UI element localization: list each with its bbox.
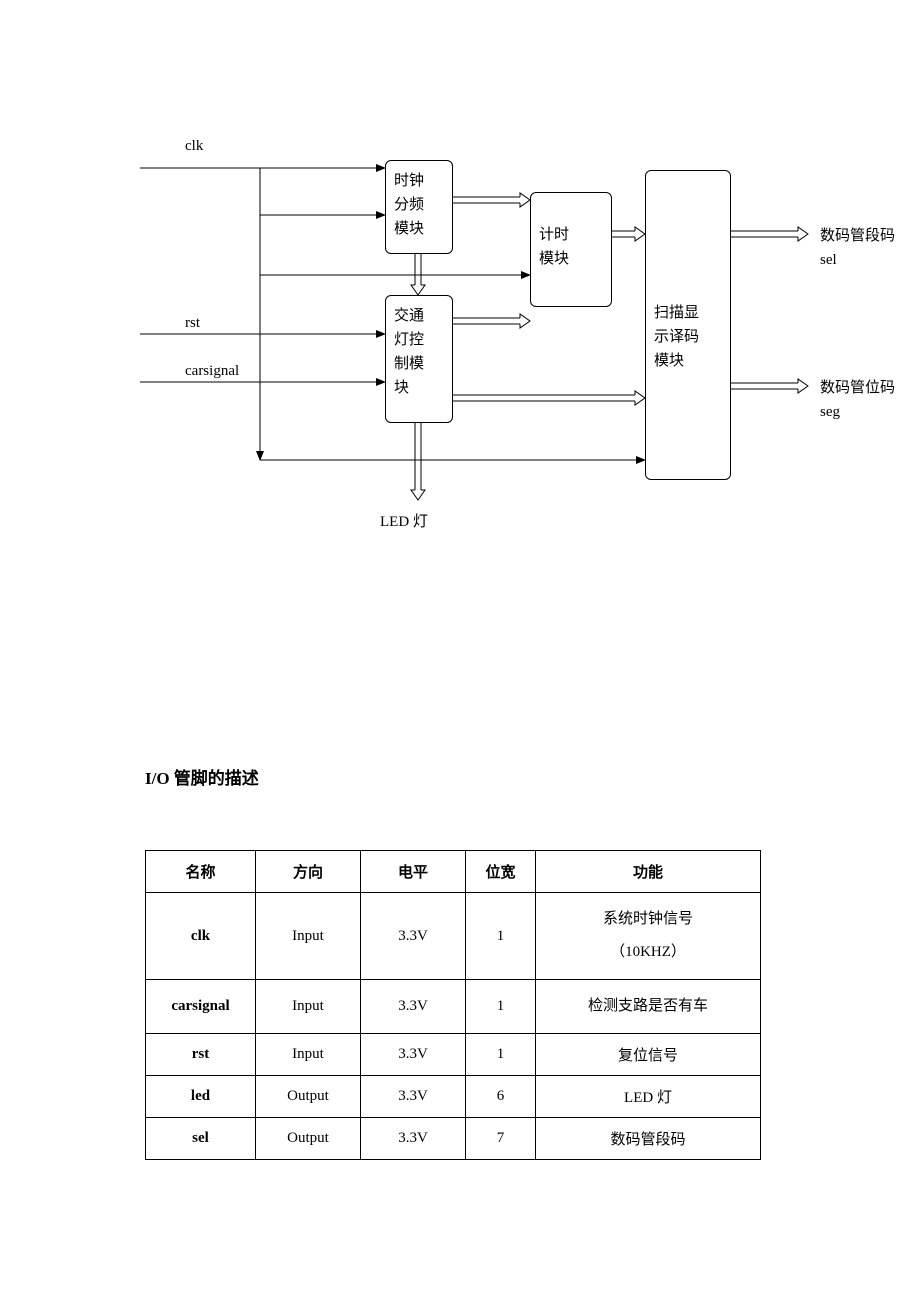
io-pin-table: 名称 方向 电平 位宽 功能 clkInput3.3V1系统时钟信号 （10KH… [145, 850, 761, 1160]
header-width: 位宽 [466, 851, 536, 893]
table-row: clkInput3.3V1系统时钟信号 （10KHZ） [146, 893, 761, 980]
table-header-row: 名称 方向 电平 位宽 功能 [146, 851, 761, 893]
cell-direction: Output [256, 1118, 361, 1160]
cell-direction: Input [256, 893, 361, 980]
cell-width: 6 [466, 1076, 536, 1118]
header-direction: 方向 [256, 851, 361, 893]
table-row: selOutput3.3V7数码管段码 [146, 1118, 761, 1160]
cell-level: 3.3V [361, 893, 466, 980]
cell-width: 1 [466, 980, 536, 1034]
cell-name: rst [146, 1034, 256, 1076]
cell-level: 3.3V [361, 1076, 466, 1118]
header-function: 功能 [536, 851, 761, 893]
table-row: carsignalInput3.3V1检测支路是否有车 [146, 980, 761, 1034]
cell-level: 3.3V [361, 1034, 466, 1076]
diagram-arrows [140, 120, 900, 560]
cell-direction: Output [256, 1076, 361, 1118]
table-row: rstInput3.3V1复位信号 [146, 1034, 761, 1076]
cell-direction: Input [256, 980, 361, 1034]
cell-function: 系统时钟信号 （10KHZ） [536, 893, 761, 980]
table-row: ledOutput3.3V6LED 灯 [146, 1076, 761, 1118]
cell-function: LED 灯 [536, 1076, 761, 1118]
cell-function: 检测支路是否有车 [536, 980, 761, 1034]
cell-name: clk [146, 893, 256, 980]
block-diagram: clk rst carsignal 时钟 分频 模块 计时 模块 交通 灯控 制… [140, 120, 900, 560]
cell-level: 3.3V [361, 980, 466, 1034]
cell-name: sel [146, 1118, 256, 1160]
cell-name: carsignal [146, 980, 256, 1034]
section-title-io: I/O 管脚的描述 [145, 764, 259, 789]
cell-function: 复位信号 [536, 1034, 761, 1076]
cell-width: 1 [466, 1034, 536, 1076]
cell-width: 7 [466, 1118, 536, 1160]
cell-level: 3.3V [361, 1118, 466, 1160]
header-name: 名称 [146, 851, 256, 893]
cell-width: 1 [466, 893, 536, 980]
header-level: 电平 [361, 851, 466, 893]
cell-function: 数码管段码 [536, 1118, 761, 1160]
cell-direction: Input [256, 1034, 361, 1076]
cell-name: led [146, 1076, 256, 1118]
